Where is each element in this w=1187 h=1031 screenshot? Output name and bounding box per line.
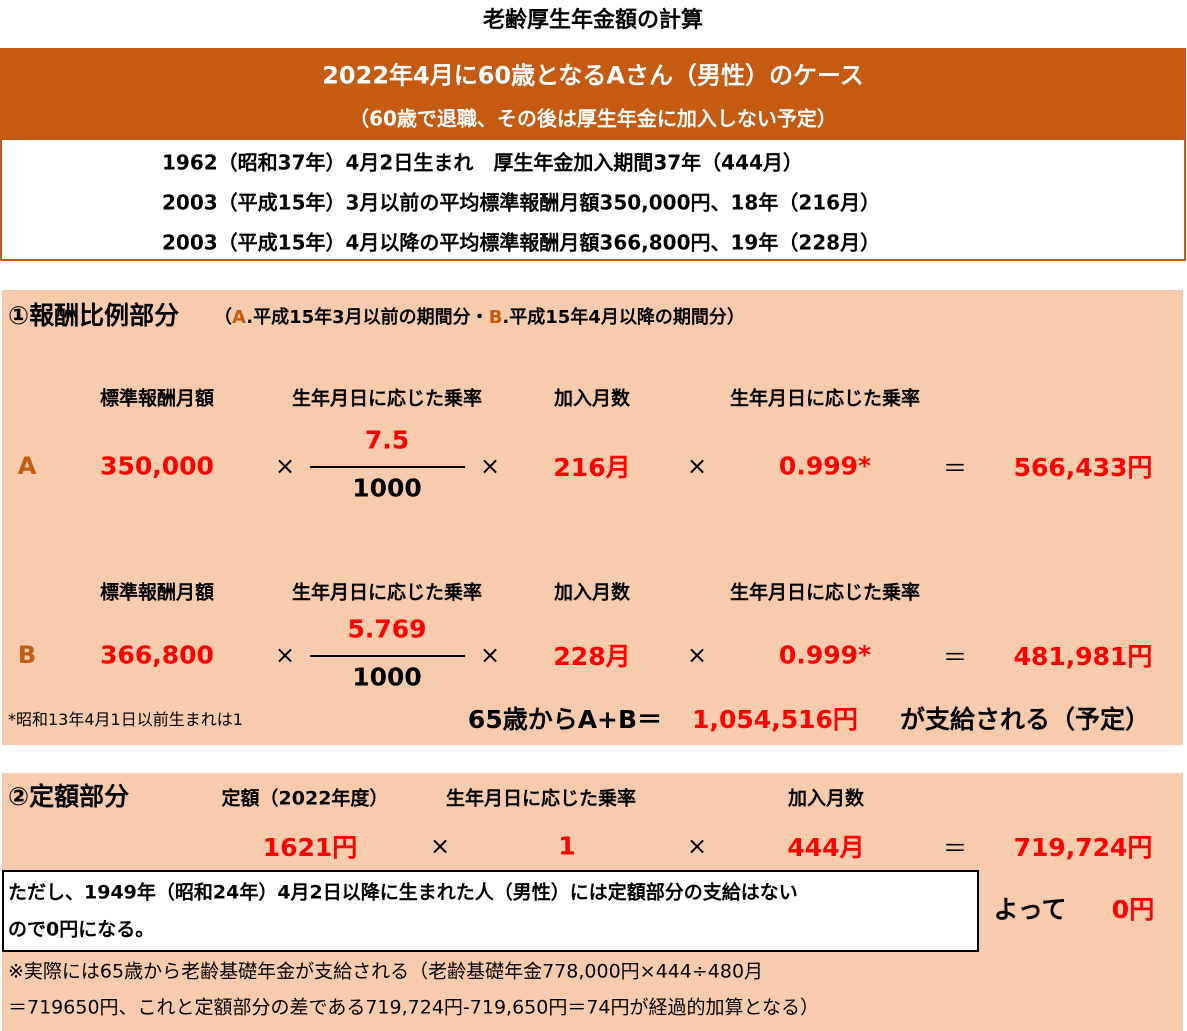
column-label: 生年月日に応じた乗率 <box>729 581 921 604</box>
condition-box <box>2 870 979 952</box>
column-label: 生年月日に応じた乗率 <box>445 787 637 810</box>
fraction-bar <box>310 655 465 657</box>
section1-note: （A.平成15年3月以前の期間分・B.平成15年4月以降の期間分） <box>214 303 745 329</box>
result: 566,433円 <box>1013 453 1153 482</box>
condition-line: ただし、1949年（昭和24年）4月2日以降に生まれた人（男性）には定額部分の支… <box>8 881 798 904</box>
months: 216月 <box>553 453 631 482</box>
equals: ＝ <box>943 643 967 672</box>
result: 481,981円 <box>1013 642 1153 671</box>
equals: ＝ <box>943 834 967 863</box>
times: × <box>686 832 708 860</box>
note-line: ※実際には65歳から老齢基礎年金が支給される（老齢基礎年金778,000円×44… <box>8 960 764 983</box>
section1 <box>2 290 1183 745</box>
note: .平成15年3月以前の期間分・ <box>246 307 489 328</box>
numerator: 5.769 <box>347 614 427 644</box>
times: × <box>686 452 708 480</box>
equals: ＝ <box>943 454 967 483</box>
times: × <box>686 641 708 669</box>
times: × <box>479 641 501 669</box>
row-label: B <box>17 641 37 669</box>
row-label: A <box>17 452 37 480</box>
conclusion-prefix: よって <box>993 895 1067 924</box>
rate: 0.999* <box>778 640 872 670</box>
times: × <box>274 641 296 669</box>
total: 1,054,516円 <box>692 705 858 734</box>
column-label: 生年月日に応じた乗率 <box>729 387 921 410</box>
profile-line: 1962（昭和37年）4月2日生まれ 厚生年金加入期間37年（444月） <box>162 150 803 175</box>
profile-line: 2003（平成15年）4月以降の平均標準報酬月額366,800円、19年（228… <box>162 230 881 255</box>
denominator: 1000 <box>352 662 422 692</box>
footnote: *昭和13年4月1日以前生まれは1 <box>8 710 243 729</box>
case-subtitle: （60歳で退職、その後は厚生年金に加入しない予定） <box>349 106 837 131</box>
column-label: 加入月数 <box>553 581 631 604</box>
times: × <box>274 452 296 480</box>
profile-box <box>0 140 1186 261</box>
denominator: 1000 <box>352 473 422 503</box>
column-label: 加入月数 <box>787 787 865 810</box>
conclusion-value: 0円 <box>1111 895 1155 924</box>
months: 444月 <box>787 833 865 862</box>
column-label: 標準報酬月額 <box>99 387 215 410</box>
total-prefix: 65歳からA+B＝ <box>467 705 663 734</box>
title: 老齢厚生年金額の計算 <box>482 8 704 33</box>
note: A <box>232 307 247 328</box>
result: 719,724円 <box>1013 833 1153 862</box>
condition-line: ので0円になる。 <box>8 918 155 941</box>
numerator: 7.5 <box>364 425 410 455</box>
section1-heading: ①報酬比例部分 <box>8 301 180 330</box>
times: × <box>429 832 451 860</box>
column-label: 標準報酬月額 <box>99 581 215 604</box>
rate: 0.999* <box>778 451 872 481</box>
salary: 366,800 <box>100 640 214 670</box>
amount: 1621円 <box>262 833 358 862</box>
note: .平成15年4月以降の期間分） <box>502 307 745 328</box>
fraction-bar <box>310 466 465 468</box>
column-label: 定額（2022年度） <box>221 787 389 810</box>
column-label: 加入月数 <box>553 387 631 410</box>
column-label: 生年月日に応じた乗率 <box>291 581 483 604</box>
case-header <box>0 48 1186 140</box>
case-title: 2022年4月に60歳となるAさん（男性）のケース <box>322 61 864 90</box>
months: 228月 <box>553 642 631 671</box>
note: B <box>488 307 503 328</box>
note-line: ＝719650円、これと定額部分の差である719,724円-719,650円＝7… <box>8 996 819 1019</box>
times: × <box>479 452 501 480</box>
total-suffix: が支給される（予定） <box>899 705 1151 734</box>
profile-line: 2003（平成15年）3月以前の平均標準報酬月額350,000円、18年（216… <box>162 190 881 215</box>
rate: 1 <box>558 831 576 861</box>
note: （ <box>214 307 232 328</box>
salary: 350,000 <box>100 451 214 481</box>
column-label: 生年月日に応じた乗率 <box>291 387 483 410</box>
section2-heading: ②定額部分 <box>8 782 130 811</box>
